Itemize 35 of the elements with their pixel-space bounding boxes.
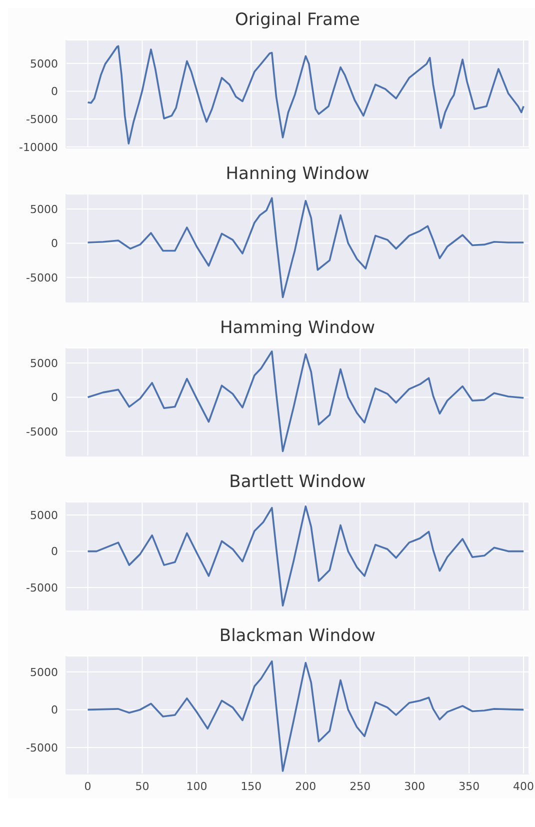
line-series bbox=[86, 197, 524, 298]
chart-title: Hanning Window bbox=[224, 163, 370, 186]
y-tick-label: 5000 bbox=[30, 508, 58, 522]
y-tick-label: 5000 bbox=[30, 202, 58, 216]
x-tick-label: 400 bbox=[513, 780, 534, 793]
y-tick-label: -5000 bbox=[26, 741, 58, 754]
chart-title: Hamming Window bbox=[218, 317, 376, 340]
y-tick-label: 0 bbox=[51, 237, 58, 250]
x-tick-label: 200 bbox=[295, 780, 316, 793]
y-tick-label: -5000 bbox=[26, 425, 58, 438]
line-series bbox=[86, 45, 524, 144]
y-tick-label: 5000 bbox=[30, 356, 58, 370]
chart-title: Original Frame bbox=[234, 9, 361, 32]
y-tick-label: -10000 bbox=[19, 140, 58, 154]
y-tick-label: -5000 bbox=[26, 271, 58, 284]
x-tick-label: 100 bbox=[186, 780, 208, 793]
x-tick-label: 50 bbox=[135, 780, 150, 793]
y-tick-label: 0 bbox=[51, 85, 58, 98]
y-tick-label: -5000 bbox=[26, 581, 58, 594]
y-tick-label: 5000 bbox=[30, 666, 58, 679]
x-tick-label: 150 bbox=[240, 780, 262, 793]
y-tick-label: 0 bbox=[51, 545, 58, 558]
line-series bbox=[86, 350, 524, 452]
chart-title: Blackman Window bbox=[218, 625, 377, 648]
x-tick-label: 250 bbox=[350, 780, 371, 793]
y-tick-label: 5000 bbox=[30, 57, 58, 70]
y-tick-label: -5000 bbox=[26, 112, 58, 126]
y-tick-label: 0 bbox=[51, 704, 58, 717]
y-tick-label: 0 bbox=[51, 391, 58, 404]
x-tick-label: 300 bbox=[404, 780, 426, 793]
line-series bbox=[86, 505, 524, 607]
line-series bbox=[86, 660, 524, 772]
x-tick-label: 350 bbox=[458, 780, 480, 793]
chart-title: Bartlett Window bbox=[228, 471, 367, 494]
x-tick-label: 0 bbox=[84, 780, 92, 793]
